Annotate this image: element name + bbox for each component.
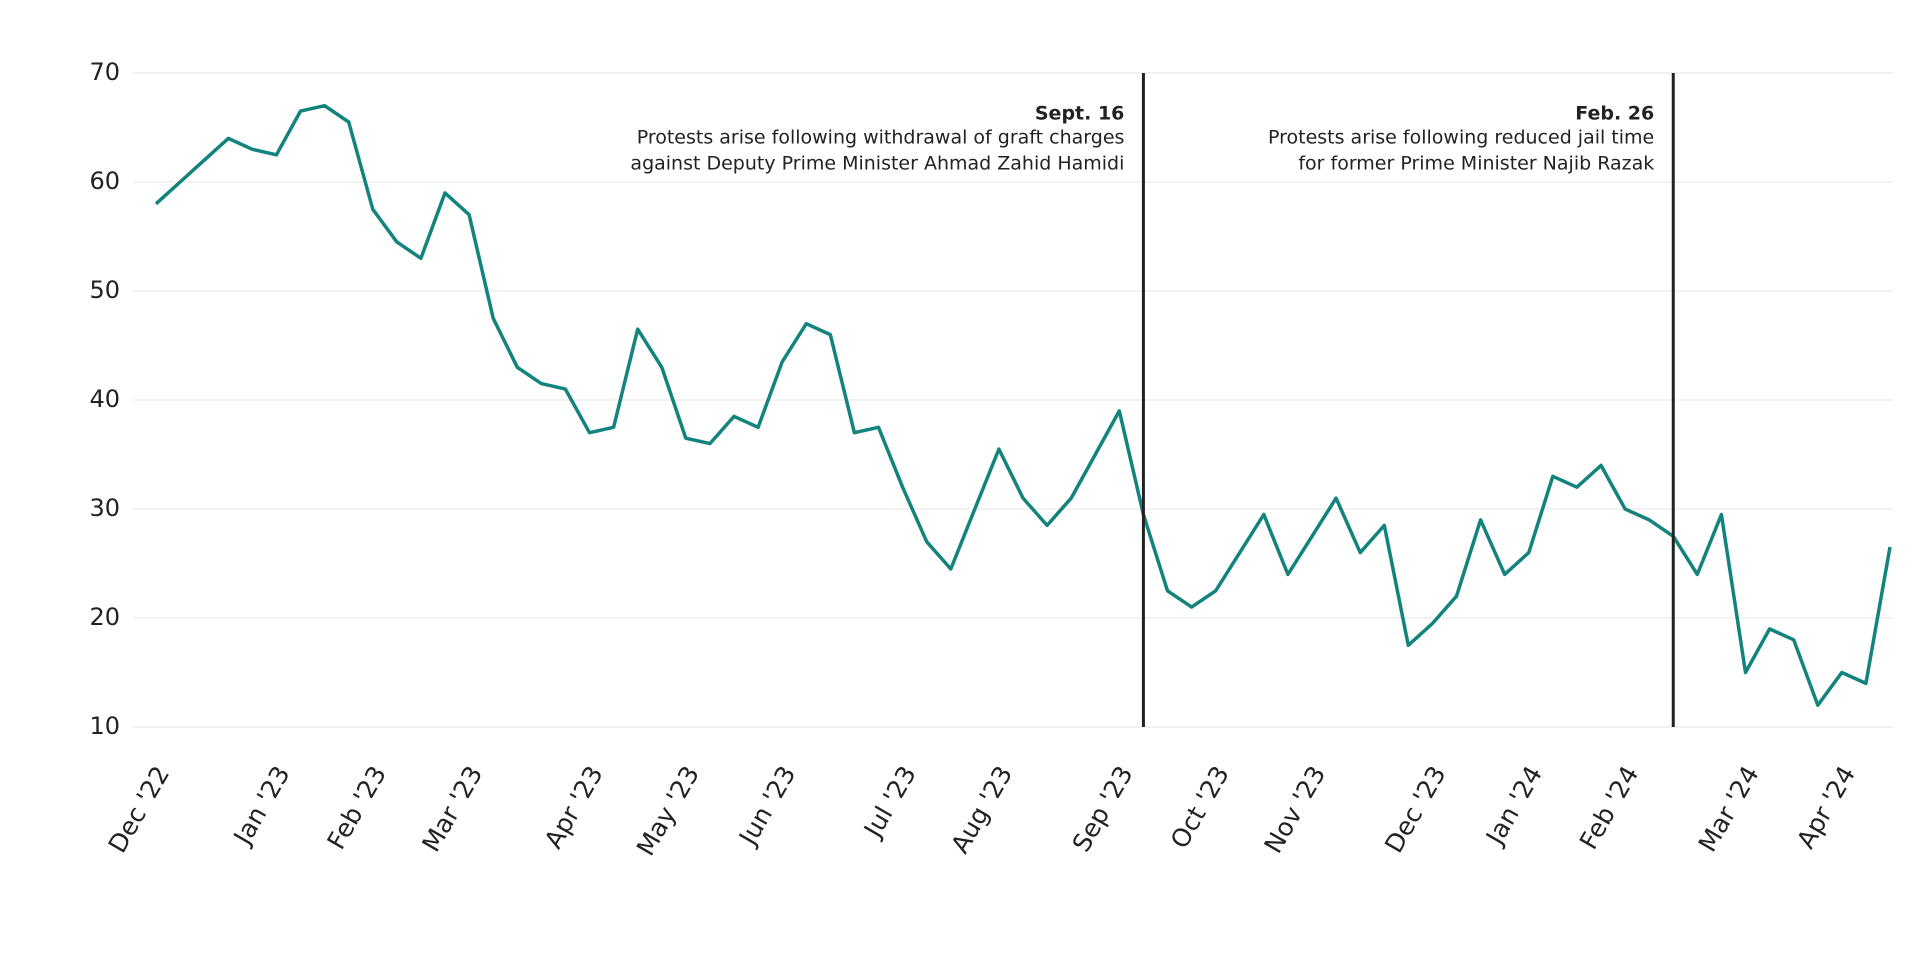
x-tick-label: Dec '23 [1379,761,1452,858]
annotation-text: Protests arise following reduced jail ti… [1268,127,1654,149]
x-tick-label: Mar '23 [416,761,488,857]
y-tick-label: 70 [89,58,120,86]
y-tick-label: 40 [89,385,120,413]
annotation-text: for former Prime Minister Najib Razak [1298,153,1654,175]
y-tick-label: 50 [89,276,120,304]
x-tick-label: Aug '23 [945,761,1018,858]
line-series [154,103,1892,707]
x-tick-label: Jun '23 [732,761,801,851]
annotation-text: Protests arise following withdrawal of g… [637,127,1125,149]
x-tick-label: Jan '24 [1479,761,1548,851]
y-tick-label: 10 [89,712,120,740]
x-tick-label: May '23 [631,761,705,861]
x-tick-label: Oct '23 [1165,761,1235,853]
x-tick-label: Feb '23 [321,761,392,854]
y-tick-label: 20 [89,603,120,631]
annotation-title: Sept. 16 [1035,103,1125,125]
x-tick-label: Apr '23 [539,761,609,853]
x-tick-label: Sep '23 [1067,761,1139,857]
x-tick-label: Dec '22 [103,761,176,858]
x-tick-label: Mar '24 [1693,761,1765,857]
x-tick-label: Feb '24 [1574,761,1645,854]
y-tick-label: 60 [89,167,120,195]
x-tick-label: Nov '23 [1258,761,1331,858]
x-tick-label: Jul '23 [857,761,922,844]
annotation-text: against Deputy Prime Minister Ahmad Zahi… [630,153,1124,175]
x-tick-label: Apr '24 [1791,761,1861,853]
y-tick-label: 30 [89,494,120,522]
annotation-title: Feb. 26 [1575,103,1654,125]
x-tick-label: Jan '23 [227,761,296,851]
